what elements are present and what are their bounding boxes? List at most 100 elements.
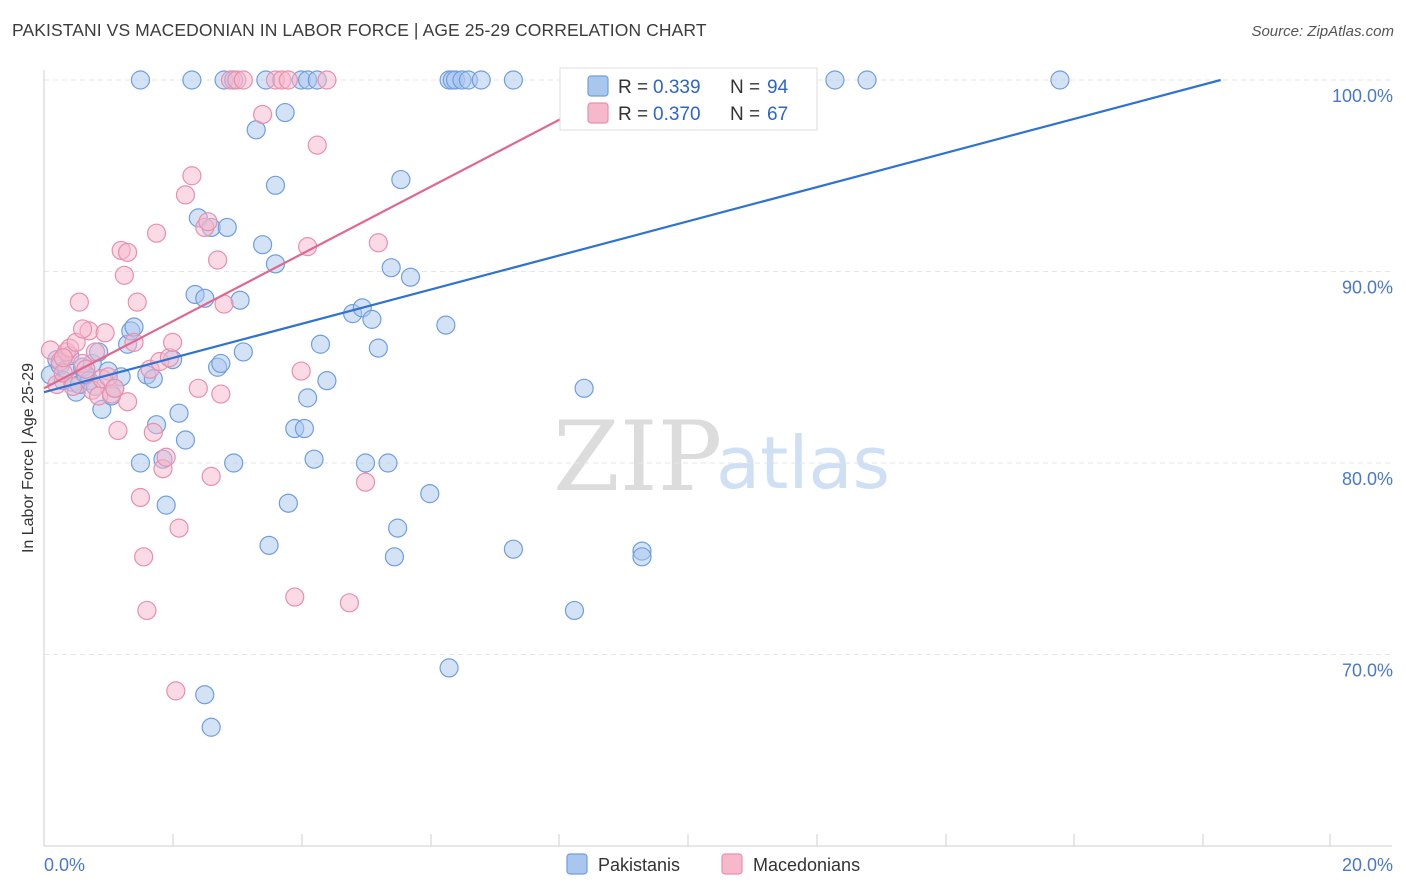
y-tick-labels: 70.0% 80.0% 90.0% 100.0% bbox=[1332, 86, 1393, 681]
pakistanis-point bbox=[503, 70, 523, 90]
pakistanis-point bbox=[233, 342, 253, 362]
pakistanis-point bbox=[857, 70, 877, 90]
pakistanis-point bbox=[294, 418, 315, 439]
pakistanis-point bbox=[1050, 70, 1070, 90]
macedonians-point bbox=[285, 587, 305, 607]
macedonians-point bbox=[156, 447, 176, 467]
chart-title: PAKISTANI VS MACEDONIAN IN LABOR FORCE |… bbox=[12, 20, 707, 40]
macedonians-point bbox=[368, 233, 388, 253]
pakistanis-point bbox=[217, 217, 237, 238]
pakistanis-point bbox=[253, 235, 273, 255]
pakistanis-point bbox=[259, 535, 279, 555]
chart-source: Source: ZipAtlas.com bbox=[1251, 23, 1394, 40]
macedonians-point bbox=[166, 681, 186, 701]
pakistanis-point bbox=[632, 547, 652, 567]
pakistanis-point bbox=[310, 334, 331, 354]
macedonians-point bbox=[53, 348, 73, 368]
bottom-legend-swatch-macedonians bbox=[721, 853, 743, 875]
macedonians-point bbox=[108, 420, 128, 441]
pakistanis-point bbox=[574, 378, 594, 398]
pakistanis-point bbox=[130, 453, 151, 473]
pakistanis-point bbox=[224, 453, 244, 473]
macedonians-points bbox=[40, 70, 581, 701]
axes bbox=[43, 70, 1392, 847]
macedonians-point bbox=[253, 104, 273, 125]
y-tick-label: 80.0% bbox=[1342, 469, 1393, 489]
x-tick-label: 0.0% bbox=[44, 855, 85, 875]
macedonians-point bbox=[163, 332, 183, 352]
macedonians-point bbox=[208, 250, 228, 270]
pakistanis-point bbox=[355, 453, 376, 473]
macedonians-point bbox=[175, 185, 196, 205]
pakistanis-point bbox=[201, 717, 221, 737]
pakistanis-point bbox=[564, 600, 585, 621]
macedonians-point bbox=[291, 361, 311, 381]
pakistanis-point bbox=[195, 685, 215, 705]
macedonians-point bbox=[188, 378, 208, 398]
y-axis-title: In Labor Force | Age 25-29 bbox=[20, 363, 37, 553]
macedonians-point bbox=[307, 135, 327, 155]
macedonians-point bbox=[278, 70, 298, 90]
pakistanis-point bbox=[381, 258, 401, 278]
pakistanis-point bbox=[211, 353, 231, 374]
macedonians-point bbox=[355, 472, 376, 492]
pakistanis-point bbox=[130, 70, 151, 90]
macedonians-point bbox=[134, 547, 154, 567]
macedonians-point bbox=[317, 70, 337, 90]
legend-swatch-pakistanis bbox=[587, 75, 609, 97]
legend-n-value-macedonians: 67 bbox=[767, 104, 788, 125]
macedonians-point bbox=[182, 166, 202, 186]
bottom-legend-swatch-pakistanis bbox=[566, 853, 588, 875]
macedonians-point bbox=[198, 212, 218, 232]
macedonians-point bbox=[72, 319, 93, 339]
legend-r-label-macedonians: R = bbox=[618, 104, 648, 125]
macedonians-point bbox=[130, 487, 151, 508]
macedonians-point bbox=[143, 422, 163, 442]
bottom-legend-label-macedonians: Macedonians bbox=[753, 855, 860, 875]
macedonians-point bbox=[211, 384, 231, 404]
macedonians-point bbox=[201, 466, 221, 487]
legend-n-label-macedonians: N = bbox=[730, 104, 760, 125]
pakistanis-point bbox=[384, 547, 405, 567]
pakistanis-point bbox=[175, 430, 196, 450]
pakistanis-point bbox=[439, 658, 459, 678]
macedonians-point bbox=[169, 518, 189, 538]
macedonians-point bbox=[137, 600, 157, 621]
pakistanis-point bbox=[471, 70, 491, 90]
legend-swatch-macedonians bbox=[587, 102, 609, 124]
pakistanis-point bbox=[436, 315, 456, 335]
macedonians-point bbox=[146, 223, 167, 243]
pakistanis-point bbox=[391, 169, 411, 190]
legend-n-value-pakistanis: 94 bbox=[767, 77, 789, 98]
x-tick-label: 20.0% bbox=[1342, 855, 1393, 875]
legend-series: Pakistanis Macedonians bbox=[566, 853, 860, 875]
watermark-zip: ZIP bbox=[553, 401, 722, 513]
pakistanis-point bbox=[265, 175, 286, 195]
y-tick-label: 70.0% bbox=[1342, 661, 1393, 681]
pakistanis-trend-line bbox=[43, 78, 1221, 394]
pakistanis-point bbox=[169, 403, 189, 423]
macedonians-point bbox=[95, 323, 115, 343]
pakistanis-point bbox=[825, 70, 845, 90]
pakistanis-point bbox=[317, 371, 337, 391]
pakistanis-point bbox=[278, 493, 298, 513]
macedonians-point bbox=[69, 292, 89, 312]
legend-r-label-pakistanis: R = bbox=[618, 77, 648, 98]
legend-r-value-pakistanis: 0.339 bbox=[653, 77, 701, 98]
pakistanis-point bbox=[368, 338, 388, 358]
macedonians-trend-line bbox=[43, 79, 637, 390]
y-tick-label: 90.0% bbox=[1342, 278, 1393, 298]
macedonians-point bbox=[117, 392, 138, 412]
macedonians-point bbox=[114, 265, 134, 285]
pakistanis-point bbox=[388, 518, 408, 538]
pakistanis-point bbox=[362, 309, 382, 329]
pakistanis-point bbox=[156, 495, 176, 515]
pakistanis-point bbox=[420, 484, 440, 504]
pakistanis-point bbox=[503, 539, 523, 559]
pakistanis-point bbox=[400, 267, 421, 287]
macedonians-point bbox=[127, 292, 147, 312]
legend-stats: R = 0.339 N = 94 R = 0.370 N = 67 bbox=[559, 67, 818, 131]
grid bbox=[44, 79, 1392, 655]
y-tick-label: 100.0% bbox=[1332, 86, 1393, 106]
